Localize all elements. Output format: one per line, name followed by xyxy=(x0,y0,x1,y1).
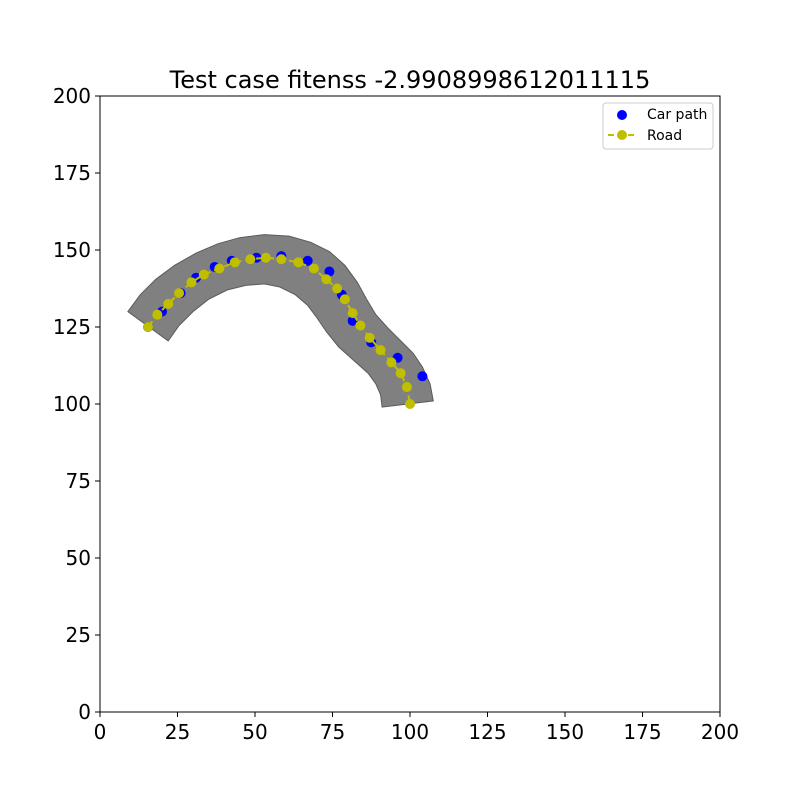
road-point xyxy=(332,283,343,294)
y-tick-label: 25 xyxy=(66,623,91,647)
y-tick-label: 100 xyxy=(53,392,91,416)
y-tick-label: 200 xyxy=(53,84,91,108)
road-point xyxy=(245,254,256,265)
road-point xyxy=(293,257,304,268)
road-point xyxy=(339,294,350,305)
road-point xyxy=(143,322,154,332)
road-point xyxy=(152,309,163,320)
road-point xyxy=(198,269,209,280)
x-tick-label: 75 xyxy=(320,720,345,744)
y-tick-label: 150 xyxy=(53,238,91,262)
x-tick-label: 175 xyxy=(623,720,661,744)
road-point xyxy=(308,263,319,274)
y-tick-label: 75 xyxy=(66,469,91,493)
road-point xyxy=(401,382,412,393)
x-tick-label: 200 xyxy=(701,720,739,744)
legend: Car path Road xyxy=(602,102,714,150)
y-tick-label: 50 xyxy=(66,546,91,570)
y-tick-label: 0 xyxy=(78,700,91,724)
road-point xyxy=(260,252,271,263)
car-path-point xyxy=(324,266,335,277)
y-tick-label: 125 xyxy=(53,315,91,339)
legend-box xyxy=(602,102,714,150)
road-point xyxy=(276,254,287,265)
road-point xyxy=(364,332,375,343)
x-tick-label: 125 xyxy=(468,720,506,744)
x-tick-label: 150 xyxy=(546,720,584,744)
x-tick-label: 0 xyxy=(94,720,107,744)
axes: 0 25 50 75 100 125 150 175 200 0 25 50 75 100 125 150 17… xyxy=(53,84,739,744)
chart-title: Test case fitenss -2.9908998612011115 xyxy=(169,66,651,94)
road-point xyxy=(386,357,397,368)
car-path-point xyxy=(302,255,313,266)
car-path-point xyxy=(417,371,428,382)
legend-car-path-label: Car path xyxy=(647,107,707,123)
road-point xyxy=(163,298,174,309)
y-tick-label: 175 xyxy=(53,161,91,185)
x-tick-label: 25 xyxy=(165,720,190,744)
road-point xyxy=(174,288,185,299)
x-tick-label: 50 xyxy=(242,720,267,744)
road-point xyxy=(186,277,197,288)
legend-road-label: Road xyxy=(647,128,682,144)
legend-car-path-marker xyxy=(617,110,627,120)
road-point xyxy=(405,399,415,409)
legend-road-marker xyxy=(617,130,627,140)
x-tick-label: 100 xyxy=(391,720,429,744)
road-point xyxy=(355,320,366,331)
road-point xyxy=(321,274,332,285)
road-point xyxy=(229,257,240,268)
road-point xyxy=(347,308,358,319)
road-point xyxy=(375,345,386,356)
plot-area xyxy=(127,234,434,409)
road-point xyxy=(214,263,225,274)
road-point xyxy=(395,368,406,379)
